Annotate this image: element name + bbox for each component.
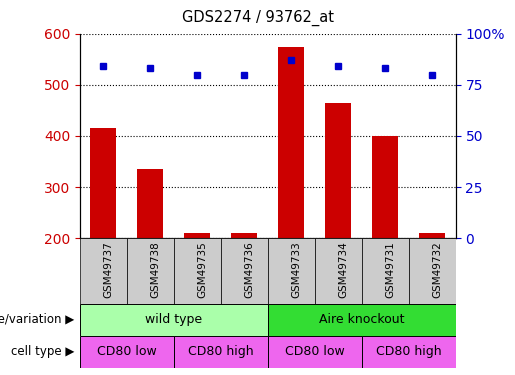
FancyBboxPatch shape (268, 238, 315, 304)
Text: GSM49736: GSM49736 (244, 242, 254, 298)
Text: GSM49732: GSM49732 (432, 242, 442, 298)
Text: CD80 low: CD80 low (285, 345, 345, 358)
Text: CD80 low: CD80 low (97, 345, 157, 358)
Bar (279, 46, 304, 238)
Text: GSM49737: GSM49737 (104, 242, 113, 298)
Text: GDS2274 / 93762_at: GDS2274 / 93762_at (181, 9, 334, 26)
FancyBboxPatch shape (174, 336, 268, 368)
FancyBboxPatch shape (362, 238, 409, 304)
Bar (372, 136, 398, 238)
Text: cell type ▶: cell type ▶ (11, 345, 75, 358)
Text: CD80 high: CD80 high (376, 345, 441, 358)
Bar (184, 233, 210, 238)
Bar (419, 233, 445, 238)
FancyBboxPatch shape (409, 238, 456, 304)
Bar (325, 103, 351, 238)
FancyBboxPatch shape (80, 238, 127, 304)
Bar (231, 233, 257, 238)
FancyBboxPatch shape (315, 238, 362, 304)
Text: Aire knockout: Aire knockout (319, 313, 405, 326)
Text: GSM49731: GSM49731 (385, 242, 396, 298)
Text: wild type: wild type (145, 313, 202, 326)
Text: GSM49734: GSM49734 (338, 242, 348, 298)
Text: GSM49733: GSM49733 (291, 242, 301, 298)
Bar (91, 128, 116, 238)
FancyBboxPatch shape (268, 304, 456, 336)
FancyBboxPatch shape (362, 336, 456, 368)
FancyBboxPatch shape (127, 238, 174, 304)
FancyBboxPatch shape (268, 336, 362, 368)
FancyBboxPatch shape (80, 336, 174, 368)
Text: genotype/variation ▶: genotype/variation ▶ (0, 313, 75, 326)
FancyBboxPatch shape (221, 238, 268, 304)
Text: GSM49738: GSM49738 (150, 242, 160, 298)
FancyBboxPatch shape (80, 304, 268, 336)
FancyBboxPatch shape (174, 238, 221, 304)
Bar (138, 169, 163, 238)
Text: CD80 high: CD80 high (188, 345, 253, 358)
Text: GSM49735: GSM49735 (197, 242, 208, 298)
